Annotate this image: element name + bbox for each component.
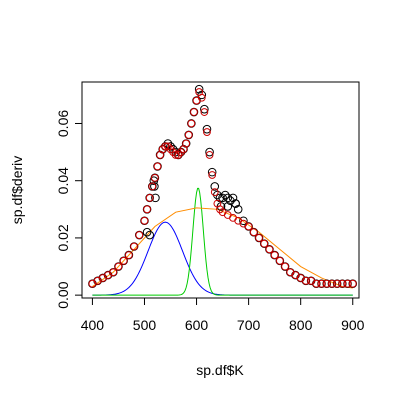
fitted-point <box>145 193 154 202</box>
observed-point <box>223 202 233 211</box>
observed-point <box>207 167 217 177</box>
fitted-point <box>143 205 151 214</box>
y-axis: 0.00 0.02 0.04 0.06 <box>55 110 83 309</box>
observed-point <box>145 230 154 240</box>
y-axis-label: sp.df$deriv <box>9 156 25 224</box>
observed-point <box>226 196 235 206</box>
observed-point <box>200 104 209 114</box>
fitted-point <box>328 279 336 288</box>
x-axis-label: sp.df$K <box>196 362 244 378</box>
fitted-point <box>124 251 133 259</box>
fitted-point <box>275 256 284 265</box>
observed-point <box>210 182 220 191</box>
fitted-point <box>343 279 352 288</box>
fitted-point <box>205 151 214 159</box>
fitted-point <box>140 216 149 225</box>
fitted-point <box>270 251 279 259</box>
y-tick-label: 0.02 <box>55 224 71 251</box>
observed-point <box>239 216 248 226</box>
fitted-point <box>182 139 191 148</box>
fitted-point <box>190 108 198 116</box>
observed-point <box>231 199 240 208</box>
fitted-point <box>184 131 193 139</box>
x-tick-label: 800 <box>289 317 313 333</box>
fitted-point <box>114 262 123 271</box>
observed-points <box>88 84 358 289</box>
fitted-point <box>135 231 144 239</box>
y-tick-label: 0.00 <box>55 281 71 308</box>
fitted-point <box>260 239 269 248</box>
x-tick-label: 400 <box>81 317 105 333</box>
observed-point <box>228 193 238 203</box>
fitted-point <box>255 234 263 242</box>
fitted-point <box>130 242 138 251</box>
fitted-point <box>265 245 274 254</box>
fitted-point <box>338 279 347 288</box>
x-tick-label: 600 <box>185 317 209 333</box>
fitted-point <box>249 228 258 237</box>
observed-point <box>150 182 159 191</box>
fitted-point <box>187 119 196 128</box>
observed-point <box>223 193 233 203</box>
observed-point <box>220 190 230 200</box>
fitted-point <box>333 279 342 288</box>
fitted-point <box>192 96 201 105</box>
observed-point <box>205 147 214 157</box>
component-curve-2 <box>92 187 353 296</box>
fitted-point <box>150 173 159 182</box>
observed-point <box>149 176 159 185</box>
fitted-point <box>322 279 331 288</box>
fitted-point <box>244 222 253 231</box>
fitted-point <box>348 279 357 288</box>
observed-point <box>151 193 160 203</box>
observed-point <box>202 124 212 134</box>
plot-frame <box>81 81 360 299</box>
observed-point <box>233 205 243 214</box>
fitted-point <box>203 128 211 136</box>
fitted-points <box>88 88 357 288</box>
fitted-point <box>312 279 321 288</box>
fitted-point <box>281 262 289 271</box>
x-tick-label: 500 <box>133 317 157 333</box>
fitted-point <box>208 171 217 179</box>
fitted-point <box>119 256 128 265</box>
x-axis: 400 500 600 700 800 900 <box>81 297 365 333</box>
fitted-point <box>109 268 118 277</box>
fitted-point <box>200 108 209 116</box>
x-tick-label: 700 <box>237 317 261 333</box>
fitted-point <box>301 276 310 285</box>
observed-point <box>194 84 204 94</box>
fitted-point <box>153 162 162 171</box>
fitted-point <box>197 93 206 102</box>
fitted-point <box>210 188 219 197</box>
observed-point <box>142 227 152 237</box>
observed-point <box>218 193 227 203</box>
fitted-point <box>148 182 157 191</box>
x-tick-label: 900 <box>341 317 365 333</box>
fitted-point <box>317 279 326 288</box>
y-tick-label: 0.06 <box>55 110 71 137</box>
y-tick-label: 0.04 <box>55 167 71 194</box>
